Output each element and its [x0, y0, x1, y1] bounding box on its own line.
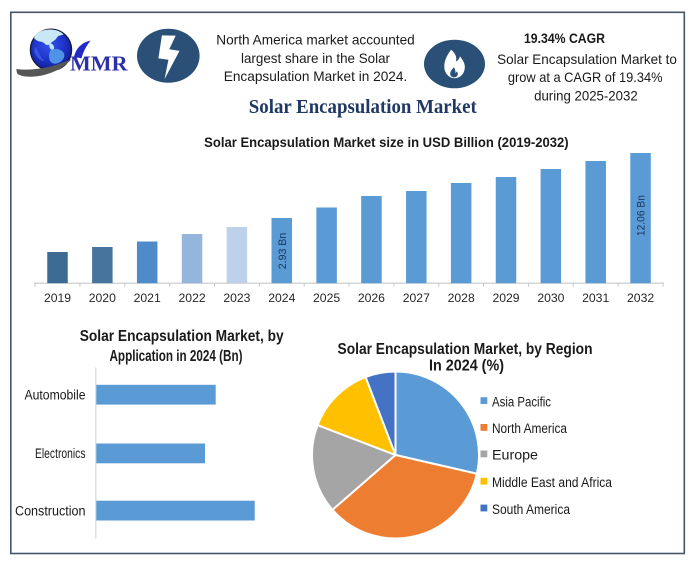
svg-text:North America market accounted: North America market accounted — [216, 32, 415, 48]
svg-text:19.34% CAGR: 19.34% CAGR — [524, 31, 605, 46]
svg-text:largest share in the Solar: largest share in the Solar — [241, 50, 390, 66]
svg-text:Europe: Europe — [492, 448, 538, 463]
svg-text:2020: 2020 — [89, 291, 116, 305]
svg-text:Middle East and Africa: Middle East and Africa — [492, 475, 612, 490]
svg-text:2031: 2031 — [582, 291, 609, 305]
svg-text:2026: 2026 — [358, 291, 385, 305]
svg-text:during 2025-2032: during 2025-2032 — [534, 87, 638, 103]
svg-text:Encapsulation Market in 2024.: Encapsulation Market in 2024. — [224, 68, 408, 84]
svg-text:Construction: Construction — [15, 504, 86, 520]
svg-text:2019: 2019 — [44, 291, 71, 305]
svg-text:Electronics: Electronics — [35, 446, 86, 462]
svg-text:2023: 2023 — [223, 291, 250, 305]
svg-text:2032: 2032 — [627, 291, 654, 305]
svg-text:2024: 2024 — [268, 291, 295, 305]
svg-text:MMR: MMR — [70, 52, 128, 76]
svg-text:2028: 2028 — [448, 291, 475, 305]
svg-text:In 2024 (%): In 2024 (%) — [429, 357, 504, 374]
svg-text:Application in 2024 (Bn): Application in 2024 (Bn) — [110, 348, 243, 365]
svg-text:12.06 Bn: 12.06 Bn — [636, 195, 648, 236]
svg-text:Solar Encapsulation Market siz: Solar Encapsulation Market size in USD B… — [204, 134, 569, 150]
svg-text:2025: 2025 — [313, 291, 340, 305]
svg-text:2022: 2022 — [179, 291, 206, 305]
svg-text:2021: 2021 — [134, 291, 161, 305]
svg-text:grow at a CAGR of 19.34%: grow at a CAGR of 19.34% — [508, 69, 663, 85]
svg-text:2027: 2027 — [403, 291, 430, 305]
svg-text:North America: North America — [492, 421, 567, 436]
svg-text:Solar Encapsulation Market, by: Solar Encapsulation Market, by Region — [338, 341, 593, 358]
svg-text:2030: 2030 — [537, 291, 564, 305]
svg-text:2029: 2029 — [492, 291, 519, 305]
svg-text:Solar Encapsulation Market: Solar Encapsulation Market — [249, 96, 477, 118]
svg-text:2.93 Bn: 2.93 Bn — [277, 233, 289, 270]
svg-text:Automobile: Automobile — [25, 388, 86, 404]
svg-text:South America: South America — [492, 502, 570, 517]
svg-text:Solar Encapsulation Market to: Solar Encapsulation Market to — [497, 51, 677, 67]
svg-text:Asia Pacific: Asia Pacific — [492, 394, 551, 409]
svg-text:Solar Encapsulation Market, by: Solar Encapsulation Market, by — [80, 328, 284, 345]
